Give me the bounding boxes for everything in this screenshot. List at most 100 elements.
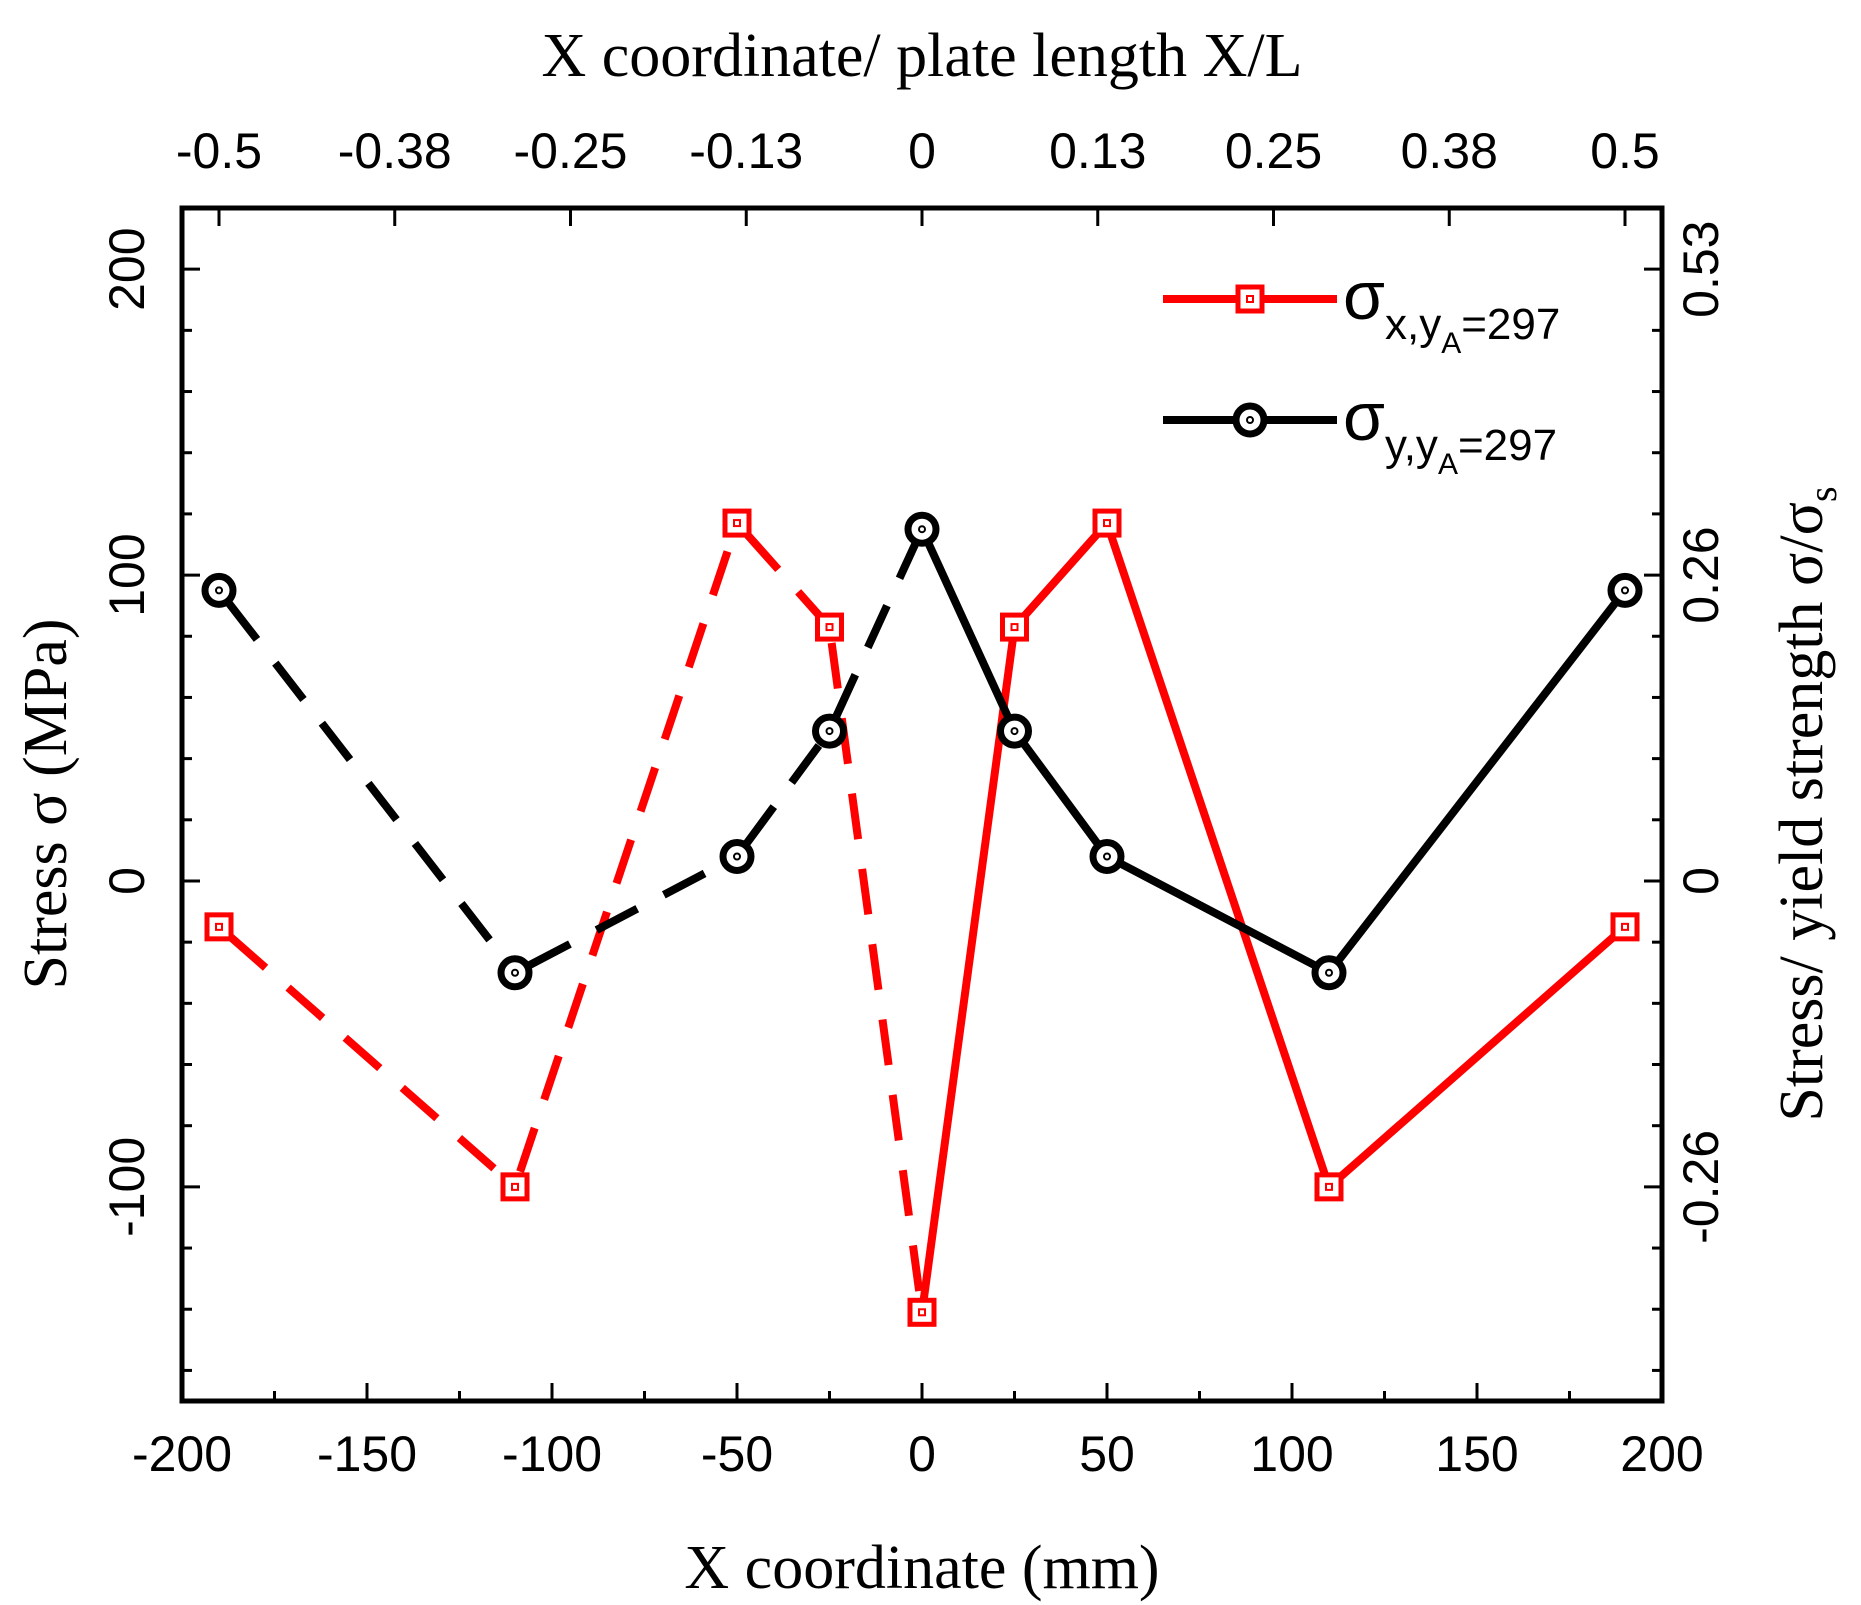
top-tick-label: -0.13 [689, 123, 803, 179]
right-axis-title-main: Stress/ yield strength σ/σ [1768, 502, 1836, 1122]
sigma-y-marker [1607, 572, 1643, 608]
sigma-y-marker [997, 713, 1032, 749]
tick-labels: -200 -150 -100 -50 0 50 100 150 200 -0.5 -0.38 -0.2… [99, 123, 1729, 1482]
sigma-y-solid-segment [1011, 728, 1111, 859]
sigma-x-marker [1314, 1172, 1344, 1202]
sigma-x-dashed-segment [825, 626, 926, 1313]
bottom-tick-label: 150 [1435, 1426, 1518, 1482]
right-axis-title-sub: s [1800, 486, 1845, 502]
sigma-y-marker [201, 572, 237, 608]
sigma-x-marker [722, 508, 752, 538]
sigma-x-marker-core [1621, 922, 1629, 931]
left-tick-label: 100 [99, 533, 155, 616]
sigma-y-marker [497, 955, 533, 991]
sigma-x-marker [204, 912, 234, 942]
left-axis-title: Stress σ (MPa) [12, 619, 80, 990]
sigma-x-marker [1000, 612, 1029, 642]
sigma-y-marker-core [918, 525, 926, 534]
sigma-x-solid-segment [1011, 520, 1110, 630]
sigma-y-dashed-segment [825, 527, 926, 733]
sigma-x-marker [1235, 284, 1265, 314]
sigma-y-marker-core [1103, 852, 1111, 861]
sigma-x-marker-core [215, 922, 223, 931]
series-group [201, 508, 1643, 1327]
top-tick-label: -0.25 [514, 123, 628, 179]
sigma-y-marker [904, 511, 940, 547]
legend-suffix: =297 [1458, 421, 1557, 470]
sigma-x-marker-core [733, 519, 741, 528]
legend-subscript: y,y [1385, 421, 1438, 470]
sigma-y-marker [1089, 839, 1125, 875]
bottom-tick-label: 50 [1079, 1426, 1135, 1482]
sigma-y-marker [812, 713, 847, 749]
legend-symbol: σ [1343, 258, 1385, 334]
sigma-y-dashed-segment [513, 852, 739, 977]
top-tick-label: 0.5 [1590, 123, 1660, 179]
bottom-tick-label: -200 [132, 1426, 232, 1482]
right-tick-label: 0.26 [1673, 526, 1729, 623]
legend-entry-sigma-x: σx,yA=297 [1163, 258, 1560, 360]
sigma-x-marker-core [1010, 623, 1019, 632]
top-tick-label: 0.38 [1401, 123, 1498, 179]
legend-label-sigma-y: σy,yA=297 [1343, 379, 1557, 481]
sigma-y-marker [1311, 955, 1347, 991]
plot-frame [179, 205, 1665, 1404]
sigma-x-marker [1610, 912, 1640, 942]
legend-subscript: x,y [1385, 300, 1441, 349]
right-axis-title: Stress/ yield strength σ/σs [1768, 486, 1845, 1121]
sigma-y-marker [719, 839, 755, 875]
sigma-x-marker [907, 1297, 937, 1327]
sigma-y-solid-segment [1325, 587, 1629, 976]
sigma-x-solid-segment [1103, 521, 1333, 1189]
bottom-tick-label: -150 [317, 1426, 417, 1482]
sigma-x-marker-core [825, 623, 834, 632]
left-tick-label: 0 [99, 867, 155, 895]
legend-suffix: =297 [1461, 300, 1560, 349]
bottom-tick-label: 0 [908, 1426, 936, 1482]
legend-sub-subscript: A [1441, 327, 1461, 360]
sigma-x-marker-core [1325, 1182, 1333, 1191]
top-tick-label: -0.38 [338, 123, 452, 179]
sigma-x-marker-core [918, 1308, 926, 1317]
sigma-y-marker-core [1246, 416, 1254, 424]
sigma-y-marker [1232, 402, 1268, 438]
top-tick-label: -0.5 [176, 123, 262, 179]
sigma-x-marker [815, 612, 844, 642]
bottom-axis-title: X coordinate (mm) [684, 1534, 1159, 1602]
sigma-x-solid-segment [1326, 923, 1628, 1190]
left-tick-label: 200 [99, 227, 155, 310]
sigma-y-marker-core [1621, 586, 1629, 595]
sigma-y-dashed-segment [215, 587, 519, 976]
top-tick-label: 0.25 [1225, 123, 1322, 179]
sigma-x-marker [500, 1172, 530, 1202]
legend-label-sigma-x: σx,yA=297 [1343, 258, 1560, 360]
sigma-y-marker-core [215, 586, 223, 595]
sigma-x-series [204, 508, 1640, 1327]
bottom-tick-label: 100 [1250, 1426, 1333, 1482]
legend-entry-sigma-y: σy,yA=297 [1163, 379, 1557, 481]
sigma-y-marker-core [511, 968, 519, 977]
sigma-x-marker [1092, 508, 1122, 538]
sigma-x-dashed-segment [511, 521, 741, 1189]
sigma-x-marker-core [1103, 519, 1111, 528]
sigma-y-solid-segment [918, 527, 1019, 733]
sigma-x-solid-segment [918, 626, 1019, 1313]
sigma-x-dashed-segment [734, 520, 833, 630]
sigma-y-marker-core [1325, 968, 1333, 977]
left-tick-label: -100 [99, 1137, 155, 1237]
sigma-y-marker-core [733, 852, 741, 861]
sigma-x-marker-core [1246, 295, 1254, 303]
sigma-y-dashed-segment [733, 728, 833, 859]
top-tick-label: 0 [908, 123, 936, 179]
sigma-x-dashed-segment [216, 923, 518, 1190]
sigma-x-marker-core [511, 1182, 519, 1191]
right-tick-label: 0.53 [1673, 221, 1729, 318]
legend-symbol: σ [1343, 379, 1385, 455]
bottom-tick-label: -50 [701, 1426, 773, 1482]
sigma-y-solid-segment [1105, 852, 1331, 977]
bottom-tick-label: -100 [502, 1426, 602, 1482]
right-tick-label: -0.26 [1673, 1130, 1729, 1244]
